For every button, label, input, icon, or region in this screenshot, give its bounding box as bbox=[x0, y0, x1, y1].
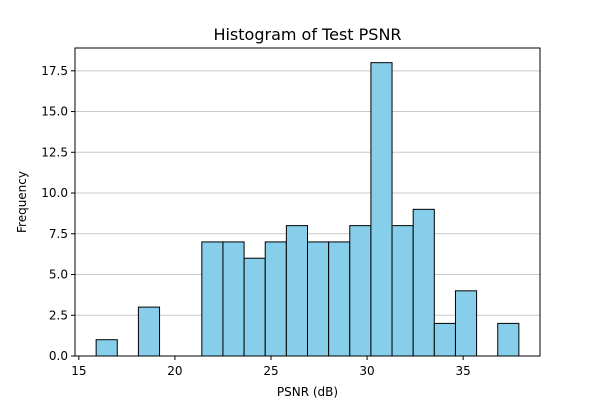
histogram-bar bbox=[454, 290, 478, 357]
histogram-bar bbox=[243, 257, 266, 357]
x-tick-label: 15 bbox=[71, 364, 86, 378]
x-axis-ticks: 15 20 25 30 35 bbox=[71, 356, 471, 378]
histogram-bar bbox=[307, 241, 330, 357]
y-tick-label: 0.0 bbox=[49, 349, 68, 363]
bars bbox=[95, 62, 520, 357]
y-axis-ticks: 0.0 2.5 5.0 7.5 10.0 12.5 15.0 17.5 bbox=[41, 64, 75, 363]
histogram-bar bbox=[137, 306, 161, 357]
y-tick-label: 17.5 bbox=[41, 64, 68, 78]
y-tick-label: 2.5 bbox=[49, 308, 68, 322]
y-tick-label: 15.0 bbox=[41, 105, 68, 119]
histogram-bar bbox=[433, 322, 456, 357]
histogram-bar bbox=[391, 225, 414, 357]
histogram-bar bbox=[201, 241, 224, 357]
histogram-bar bbox=[95, 339, 118, 357]
histogram-bar bbox=[349, 225, 372, 357]
y-axis-label: Frequency bbox=[15, 171, 29, 233]
y-tick-label: 5.0 bbox=[49, 268, 68, 282]
x-tick-label: 25 bbox=[263, 364, 278, 378]
chart-title: Histogram of Test PSNR bbox=[213, 25, 401, 44]
x-axis-label: PSNR (dB) bbox=[277, 385, 338, 399]
histogram-bar bbox=[412, 208, 435, 357]
y-tick-label: 12.5 bbox=[41, 145, 68, 159]
x-tick-label: 20 bbox=[167, 364, 182, 378]
histogram-bar bbox=[264, 241, 287, 357]
histogram-bar bbox=[370, 62, 393, 357]
histogram-bar bbox=[328, 241, 351, 357]
histogram-bar bbox=[497, 322, 520, 357]
y-tick-label: 10.0 bbox=[41, 186, 68, 200]
x-tick-label: 35 bbox=[455, 364, 470, 378]
x-tick-label: 30 bbox=[359, 364, 374, 378]
histogram-bar bbox=[222, 241, 245, 357]
y-tick-label: 7.5 bbox=[49, 227, 68, 241]
histogram-bar bbox=[285, 225, 309, 357]
plot-frame bbox=[74, 47, 541, 357]
